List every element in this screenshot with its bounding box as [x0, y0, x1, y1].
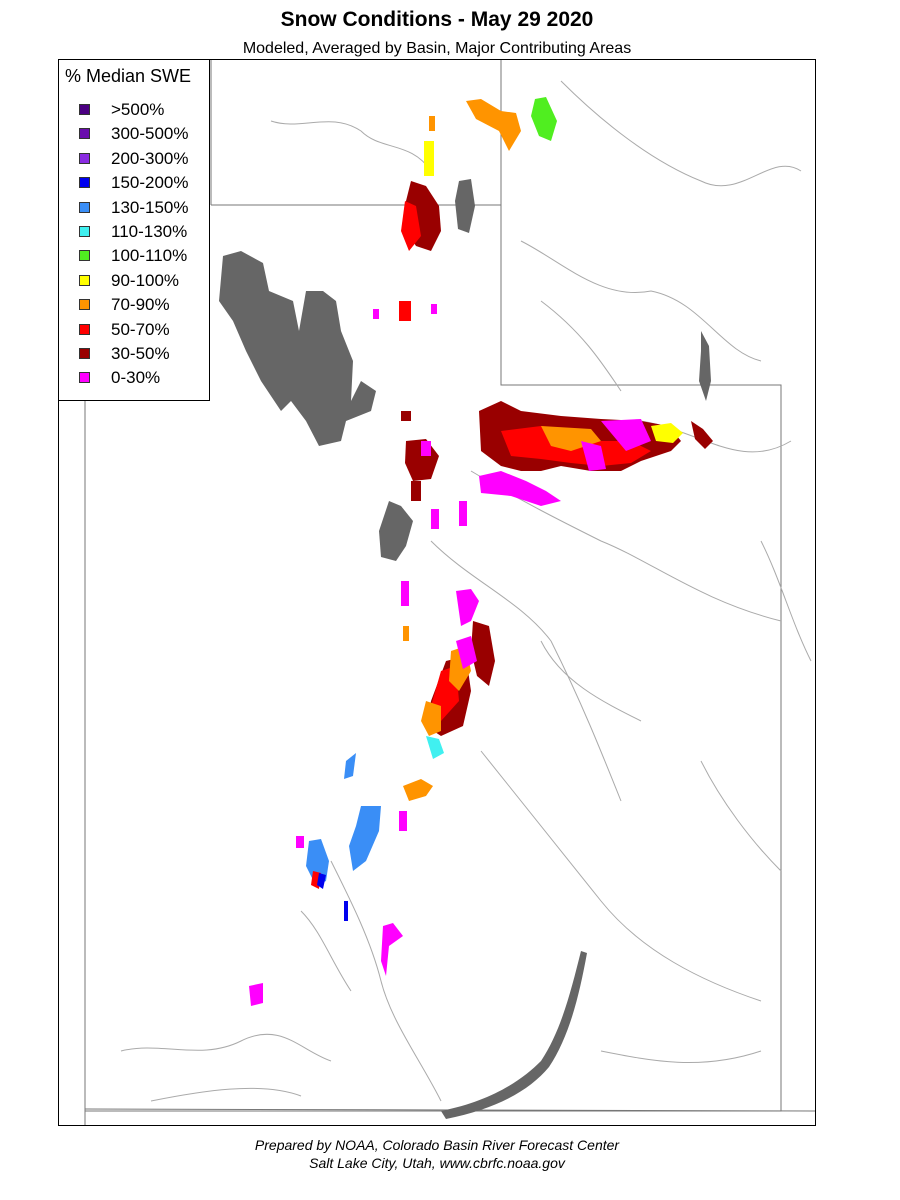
legend-label: 300-500% — [111, 124, 189, 144]
legend-swatch — [79, 201, 90, 213]
snow-basins — [249, 97, 713, 1006]
legend-label: 70-90% — [111, 295, 170, 315]
legend-swatch — [79, 104, 90, 115]
lakes — [219, 179, 711, 1119]
legend-label: 110-130% — [111, 222, 188, 241]
utah-snow-map — [84, 60, 815, 1125]
legend-swatch — [79, 323, 90, 335]
footer-credit: Prepared by NOAA, Colorado Basin River F… — [254, 1137, 620, 1153]
legend-swatch — [79, 250, 90, 262]
legend-label: 90-100% — [111, 270, 180, 290]
legend-swatch — [79, 372, 90, 384]
legend-label: 100-110% — [111, 246, 188, 266]
utah-lake — [379, 501, 413, 561]
legend-label: 150-200% — [111, 173, 189, 193]
legend-label: 200-300% — [111, 148, 189, 168]
flaming-gorge — [699, 331, 711, 401]
legend-swatch — [79, 128, 90, 140]
legend-label: 50-70% — [111, 319, 170, 339]
map-subtitle: Modeled, Averaged by Basin, Major Contri… — [242, 40, 632, 57]
legend-swatch — [79, 274, 90, 286]
footer-location: Salt Lake City, Utah, www.cbrfc.noaa.gov — [309, 1155, 565, 1171]
lake-powell — [441, 951, 587, 1119]
legend-swatch — [79, 299, 90, 311]
legend-swatch — [79, 152, 90, 164]
legend-label: 30-50% — [111, 344, 170, 363]
legend-swatch — [79, 177, 90, 189]
legend: % Median SWE >500% 300-500% 200-300% 150-20… — [58, 59, 210, 401]
legend-label: 0-30% — [111, 368, 161, 388]
great-salt-lake — [219, 251, 376, 446]
bear-lake — [455, 179, 475, 233]
legend-swatch — [79, 226, 90, 237]
legend-swatch — [79, 348, 90, 359]
legend-label: 130-150% — [111, 197, 189, 217]
map-title: Snow Conditions - May 29 2020 — [280, 8, 594, 31]
legend-title: % Median SWE — [65, 66, 192, 86]
legend-label: >500% — [111, 100, 165, 119]
